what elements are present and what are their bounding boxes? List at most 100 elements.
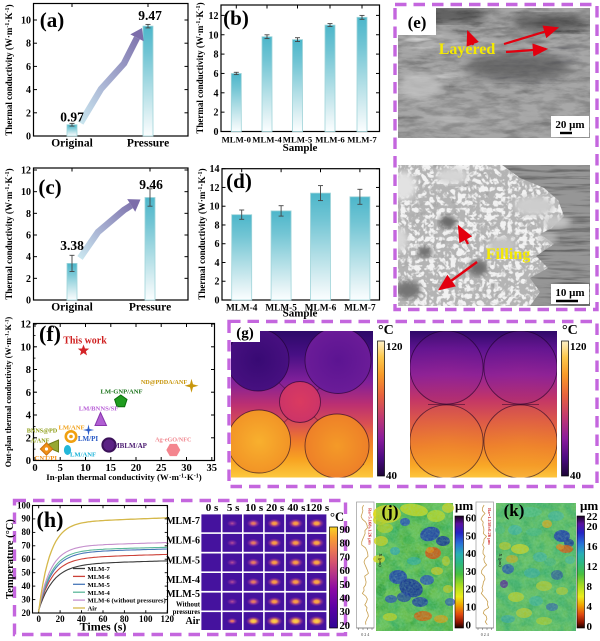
svg-text:MLM-0: MLM-0: [222, 135, 252, 145]
svg-text:60: 60: [466, 513, 478, 525]
svg-text:(c): (c): [38, 175, 61, 199]
svg-text:10 s: 10 s: [245, 502, 264, 514]
svg-text:Without: Without: [176, 602, 201, 609]
svg-text:Thermal conductivity (W·m-1·K-: Thermal conductivity (W·m-1·K-1): [197, 168, 207, 299]
svg-text:0 2 4: 0 2 4: [361, 632, 369, 637]
svg-text:90: 90: [22, 514, 32, 524]
svg-text:16: 16: [587, 541, 599, 553]
svg-text:50: 50: [340, 580, 351, 591]
svg-text:4: 4: [215, 258, 220, 269]
svg-text:LM/PI: LM/PI: [78, 435, 98, 443]
svg-text:10 μm: 10 μm: [555, 287, 584, 299]
svg-text:9.47: 9.47: [138, 8, 162, 23]
svg-text:20: 20: [56, 614, 66, 624]
svg-text:Ra=1.158±0.26 μm: Ra=1.158±0.26 μm: [487, 508, 492, 545]
svg-text:20 s: 20 s: [266, 502, 285, 514]
svg-text:35: 35: [207, 463, 218, 474]
svg-text:Temperature (°C): Temperature (°C): [5, 519, 16, 599]
svg-text:20: 20: [466, 584, 478, 596]
svg-text:MLM-5: MLM-5: [166, 589, 200, 600]
svg-text:8: 8: [26, 365, 31, 376]
svg-text:20: 20: [131, 463, 142, 474]
svg-text:100: 100: [139, 614, 153, 624]
svg-text:MLM-6: MLM-6: [166, 536, 200, 547]
svg-text:μm: μm: [455, 498, 473, 513]
svg-text:60: 60: [340, 566, 351, 577]
svg-text:°C: °C: [378, 323, 394, 338]
svg-text:°C: °C: [330, 510, 344, 524]
svg-text:0: 0: [26, 456, 31, 467]
svg-text:MBLM/AP: MBLM/AP: [113, 442, 148, 450]
svg-text:4: 4: [587, 601, 593, 613]
svg-text:Thermal conductivity (W·m-1·K-: Thermal conductivity (W·m-1·K-1): [4, 168, 14, 299]
svg-text:MLM-4: MLM-4: [88, 590, 111, 597]
svg-text:50: 50: [22, 568, 32, 578]
svg-text:LM/ANF: LM/ANF: [70, 452, 96, 459]
svg-text:5 s: 5 s: [227, 502, 240, 514]
svg-text:120 s: 120 s: [306, 502, 330, 514]
svg-text:20 μm: 20 μm: [555, 119, 584, 131]
svg-text:MLM-7: MLM-7: [166, 516, 200, 527]
svg-text:12: 12: [209, 11, 219, 22]
svg-text:40: 40: [22, 581, 32, 591]
svg-text:ND@PDDA/ANF: ND@PDDA/ANF: [141, 379, 188, 386]
svg-text:Ag-eGO/NFC: Ag-eGO/NFC: [155, 437, 191, 444]
svg-text:MLM-6: MLM-6: [305, 304, 337, 314]
svg-text:10: 10: [21, 342, 32, 353]
svg-text:2: 2: [26, 108, 31, 119]
svg-text:Ra=5.168±1.26 μm: Ra=5.168±1.26 μm: [368, 508, 373, 545]
svg-text:8: 8: [587, 581, 593, 593]
svg-text:X (μm): X (μm): [378, 553, 383, 567]
svg-text:120: 120: [160, 614, 174, 624]
svg-text:8: 8: [26, 39, 31, 50]
svg-text:0: 0: [26, 296, 31, 307]
svg-text:0: 0: [215, 296, 220, 307]
svg-text:10: 10: [21, 16, 31, 27]
svg-text:8: 8: [215, 220, 220, 231]
svg-text:(g): (g): [236, 326, 254, 342]
svg-text:4: 4: [214, 88, 219, 99]
svg-text:Layered: Layered: [439, 41, 496, 58]
svg-text:°C: °C: [562, 323, 578, 338]
svg-text:6: 6: [26, 62, 31, 73]
svg-text:Times (s): Times (s): [80, 620, 127, 634]
svg-text:40: 40: [340, 594, 351, 605]
svg-text:LM-GNP/ANF: LM-GNP/ANF: [100, 389, 142, 396]
svg-text:Sample: Sample: [283, 308, 318, 320]
svg-text:(h): (h): [37, 507, 64, 532]
svg-text:(k): (k): [504, 501, 525, 520]
svg-text:Out-plan thermal conductivity: Out-plan thermal conductivity (W·m-1·K-1…: [4, 316, 13, 467]
svg-text:Pressure: Pressure: [127, 138, 169, 150]
svg-text:40: 40: [77, 614, 87, 624]
svg-text:μm: μm: [580, 498, 598, 513]
svg-text:Original: Original: [51, 302, 93, 314]
svg-text:2: 2: [26, 433, 31, 444]
svg-text:22: 22: [587, 511, 599, 523]
svg-text:4: 4: [26, 85, 31, 96]
svg-text:30: 30: [340, 607, 351, 618]
svg-text:60: 60: [99, 614, 109, 624]
svg-text:12: 12: [21, 320, 32, 331]
svg-text:6: 6: [214, 69, 219, 80]
svg-text:MLM-7: MLM-7: [88, 566, 111, 573]
svg-text:0: 0: [214, 127, 219, 138]
svg-text:CNT/PI: CNT/PI: [35, 455, 58, 462]
svg-text:4: 4: [26, 411, 32, 422]
svg-text:MLM-5: MLM-5: [283, 135, 313, 145]
svg-text:40 s: 40 s: [287, 502, 306, 514]
svg-text:10: 10: [80, 463, 91, 474]
svg-text:Filling: Filling: [486, 246, 530, 263]
svg-text:In-plan thermal conductivity (: In-plan thermal conductivity (W·m-1·K-1): [46, 472, 201, 482]
svg-text:This work: This work: [63, 336, 107, 347]
svg-text:15: 15: [106, 463, 117, 474]
svg-text:40: 40: [386, 470, 398, 482]
svg-text:20: 20: [587, 521, 599, 533]
svg-text:10: 10: [209, 30, 219, 41]
svg-text:MLM-5: MLM-5: [88, 582, 111, 589]
svg-text:20: 20: [22, 608, 32, 618]
svg-text:40: 40: [466, 548, 478, 560]
svg-text:40: 40: [570, 470, 582, 482]
svg-text:8: 8: [26, 209, 31, 220]
svg-text:Pressure: Pressure: [129, 302, 171, 314]
svg-text:(a): (a): [40, 8, 65, 32]
